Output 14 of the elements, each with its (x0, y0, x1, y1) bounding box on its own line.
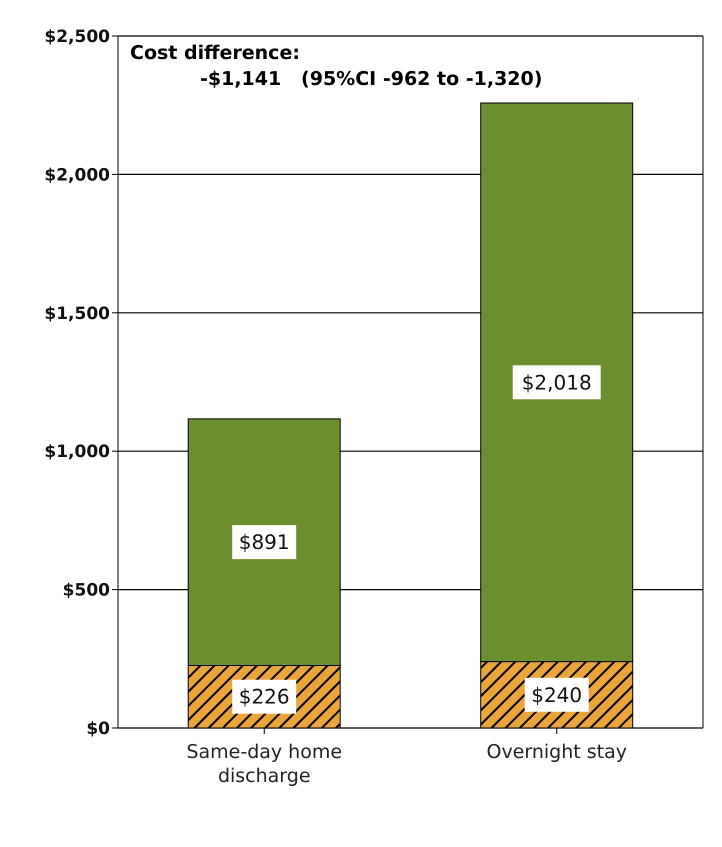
data-label: $240 (531, 682, 582, 707)
y-tick-label: $500 (62, 580, 110, 601)
annotation: Cost difference: (130, 41, 301, 66)
data-label: $226 (238, 684, 290, 709)
data-label: $891 (238, 530, 290, 554)
data-label: $2,018 (522, 370, 592, 394)
y-tick-label: $1,500 (44, 304, 110, 324)
annotation: -$1,141 (95%CI -962 to -1,320) (199, 67, 542, 92)
y-tick-label: $1,000 (44, 442, 110, 462)
x-tick-label: Overnight stay (486, 741, 628, 763)
x-tick-label: Same-day home discharge (186, 741, 342, 787)
y-tick-label: $2,500 (44, 27, 110, 48)
y-tick-label: $0 (86, 719, 110, 740)
y-tick-label: $2,000 (44, 165, 110, 186)
